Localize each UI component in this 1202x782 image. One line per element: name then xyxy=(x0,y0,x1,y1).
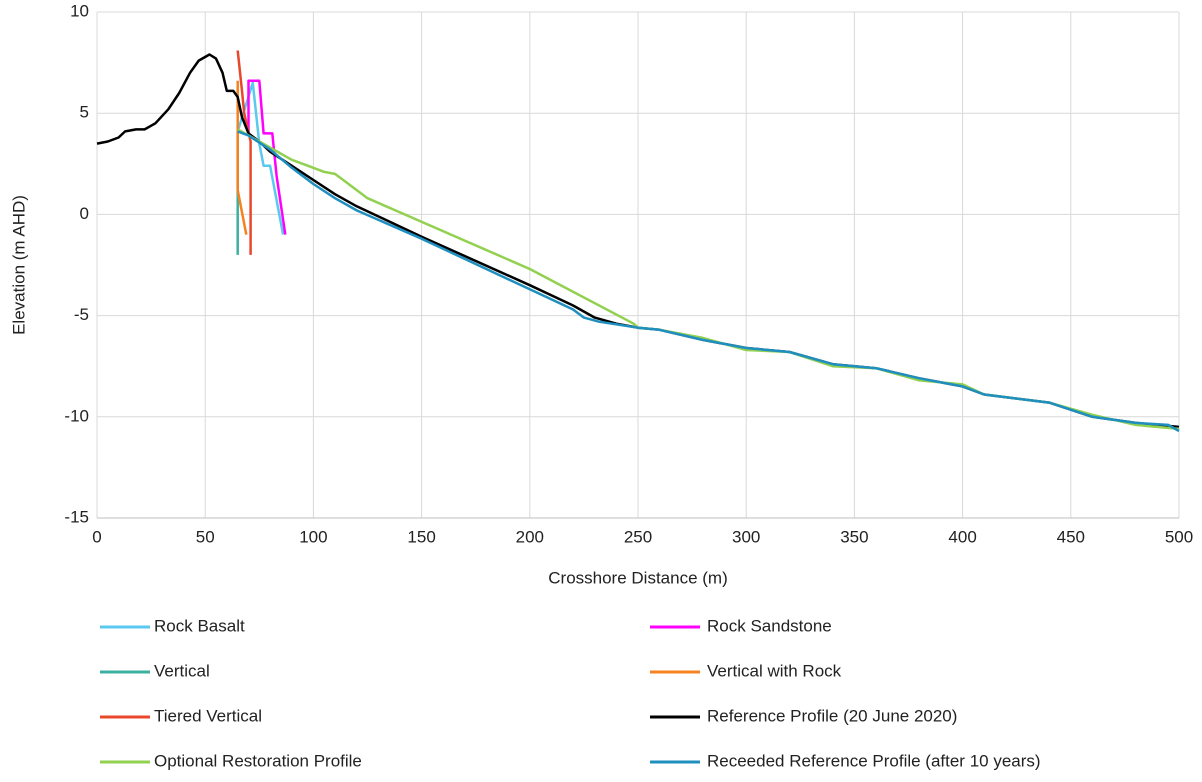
x-axis-label: Crosshore Distance (m) xyxy=(548,568,728,587)
legend-label: Optional Restoration Profile xyxy=(154,751,362,770)
series-line xyxy=(236,50,252,255)
series-line xyxy=(236,81,285,235)
x-tick-label: 350 xyxy=(840,527,868,546)
y-tick-label: -5 xyxy=(74,305,89,324)
x-tick-label: 250 xyxy=(624,527,652,546)
y-tick-label: 5 xyxy=(80,103,89,122)
series-line xyxy=(237,130,1180,433)
legend-label: Reference Profile (20 June 2020) xyxy=(707,706,957,725)
series-line xyxy=(236,80,248,235)
x-tick-label: 450 xyxy=(1057,527,1085,546)
series-line xyxy=(237,128,1180,431)
y-tick-label: -10 xyxy=(64,406,89,425)
x-tick-label: 50 xyxy=(196,527,215,546)
legend-label: Receeded Reference Profile (after 10 yea… xyxy=(707,751,1041,770)
legend-label: Rock Sandstone xyxy=(707,616,832,635)
series-line xyxy=(247,79,287,235)
x-tick-label: 500 xyxy=(1165,527,1193,546)
y-tick-label: 10 xyxy=(70,1,89,20)
y-axis-label: Elevation (m AHD) xyxy=(9,195,28,335)
legend-label: Vertical with Rock xyxy=(707,661,842,680)
legend-label: Vertical xyxy=(154,661,210,680)
x-tick-label: 100 xyxy=(299,527,327,546)
x-tick-label: 300 xyxy=(732,527,760,546)
x-tick-label: 400 xyxy=(948,527,976,546)
legend-label: Tiered Vertical xyxy=(154,706,262,725)
x-tick-label: 0 xyxy=(92,527,101,546)
y-tick-label: -15 xyxy=(64,507,89,526)
x-tick-label: 150 xyxy=(407,527,435,546)
legend-label: Rock Basalt xyxy=(154,616,245,635)
x-tick-label: 200 xyxy=(516,527,544,546)
y-tick-label: 0 xyxy=(80,204,89,223)
